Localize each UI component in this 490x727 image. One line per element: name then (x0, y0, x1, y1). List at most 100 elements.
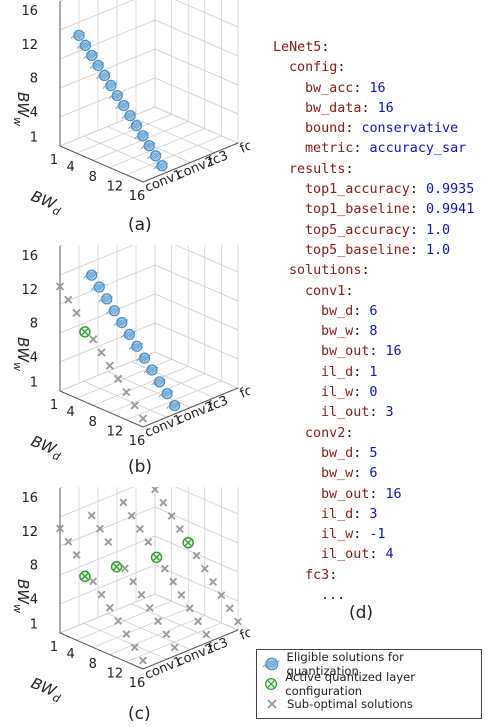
suboptimal-point (135, 524, 144, 533)
bw-w-tick: 12 (21, 525, 38, 540)
legend-item-active: Active quantized layer configuration (263, 670, 475, 698)
eligible-point (89, 59, 105, 72)
yaml-line: top1_baseline: 0.9941 (305, 202, 475, 218)
suboptimal-point (113, 374, 123, 384)
points (55, 269, 181, 423)
eligible-point (90, 281, 106, 293)
layer-tick: fc4 (238, 380, 250, 401)
axes-grid (59, 0, 239, 183)
eligible-point (147, 150, 162, 162)
bw-d-tick: 1 (50, 398, 58, 413)
eligible-point (263, 657, 280, 671)
yaml-line: top5_baseline: 1.0 (305, 242, 451, 258)
caption-c: (c) (128, 704, 151, 724)
layer-tick: fc3 (206, 393, 230, 414)
yaml-key: top5_baseline (305, 242, 410, 258)
yaml-value: 0.9935 (425, 182, 475, 198)
caption-a: (a) (128, 215, 152, 235)
yaml-line: bw_d: 6 (321, 303, 378, 319)
bw-d-tick: 12 (107, 666, 124, 681)
eligible-point (140, 140, 156, 152)
yaml-value: 0.9941 (425, 202, 475, 218)
bw-w-tick: 8 (30, 72, 38, 87)
suboptimal-point (202, 630, 211, 639)
yaml-line: ... (273, 586, 474, 606)
eligible-point (106, 305, 121, 317)
suboptimal-point (127, 511, 136, 520)
yaml-line: bw_d: 5 (321, 445, 378, 461)
bw-w-tick: 8 (30, 317, 38, 332)
eligible-point (115, 99, 130, 112)
bw-d-tick: 4 (66, 405, 74, 420)
yaml-key: top5_accuracy (305, 222, 410, 238)
yaml-key: il_out (321, 547, 370, 563)
eligible-point (83, 269, 98, 281)
suboptimal-point (55, 282, 65, 291)
yaml-line: bw_w: 8 (321, 324, 378, 340)
eligible-point (166, 399, 181, 412)
suboptimal-point (120, 564, 129, 573)
axes-grid (59, 245, 239, 428)
yaml-value: 8 (369, 324, 378, 340)
yaml-key: metric (305, 141, 354, 157)
yaml-line: fc3: (305, 567, 338, 583)
yaml-value: 6 (369, 303, 378, 319)
yaml-line: bound: conservative (305, 121, 459, 137)
suboptimal-point (119, 498, 128, 507)
suboptimal-point (177, 591, 186, 599)
yaml-value: 5 (369, 445, 378, 461)
yaml-value: -1 (369, 527, 386, 543)
active-point (110, 561, 123, 573)
yaml-line: bw_out: 16 (321, 486, 402, 502)
yaml-line: top5_accuracy: 1.0 (305, 222, 451, 238)
yaml-line: conv2: (305, 425, 354, 441)
suboptimal-point (89, 577, 98, 586)
active-point (79, 570, 91, 583)
bw-w-tick: 16 (21, 4, 38, 19)
suboptimal-point (137, 590, 146, 599)
suboptimal-point (145, 604, 154, 612)
active-point (182, 536, 194, 549)
bw-d-tick: 8 (89, 170, 97, 185)
suboptimal-point (97, 348, 106, 357)
hatched-circle-icon (263, 657, 280, 671)
suboptimal-point (267, 699, 277, 709)
suboptimal-point (64, 537, 73, 546)
eligible-point (70, 29, 86, 41)
legend-label-active: Active quantized layer configuration (285, 670, 416, 698)
legend: Eligible solutions for quantization Acti… (256, 649, 482, 719)
eligible-point (128, 340, 144, 352)
caption-b: (b) (128, 457, 153, 477)
yaml-key: fc3 (305, 567, 330, 583)
yaml-key: bw_acc (305, 80, 354, 96)
circled-x-icon (265, 677, 278, 691)
layer-tick: fc4 (238, 135, 250, 156)
suboptimal-point (170, 643, 179, 652)
active-point (150, 551, 163, 564)
suboptimal-point (160, 564, 169, 573)
layer-tick: fc4 (238, 622, 250, 643)
yaml-line: bw_w: 6 (321, 466, 378, 482)
yaml-key: bw_w (321, 466, 354, 482)
suboptimal-point (159, 498, 168, 507)
suboptimal-point (130, 643, 139, 652)
eligible-point (83, 49, 98, 62)
yaml-line: il_out: 4 (321, 547, 394, 563)
suboptimal-point (122, 388, 131, 397)
yaml-value: 1.0 (425, 222, 451, 238)
suboptimal-point (130, 401, 139, 410)
suboptimal-point (64, 295, 73, 304)
yaml-value: 1 (369, 364, 378, 380)
eligible-point (113, 316, 128, 329)
yaml-key: conv2 (305, 425, 346, 441)
legend-label-eligible: Eligible solutions for quantization (286, 650, 404, 678)
yaml-key: bw_out (321, 344, 370, 360)
bw-w-axis-label: BWw (11, 579, 32, 613)
bw-w-tick: 4 (30, 350, 38, 365)
eligible-point (121, 328, 136, 341)
caption-d: (d) (349, 603, 374, 623)
yaml-line: bw_acc: 16 (305, 80, 386, 96)
yaml-line: il_d: 1 (321, 364, 378, 380)
